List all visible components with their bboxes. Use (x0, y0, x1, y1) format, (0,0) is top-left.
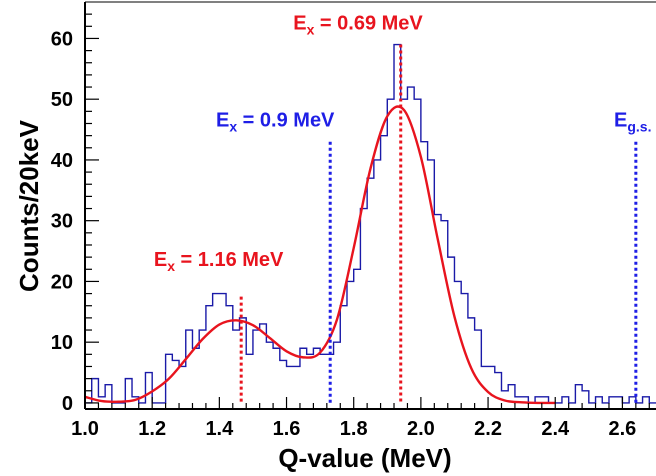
x-tick-label: 1.4 (205, 418, 234, 440)
y-tick-label: 30 (51, 211, 73, 233)
y-axis-title: Counts/20keV (14, 119, 44, 292)
x-tick-label: 2.6 (609, 418, 637, 440)
x-tick-label: 1.0 (71, 418, 99, 440)
y-tick-label: 0 (62, 393, 73, 415)
x-axis-title: Q-value (MeV) (278, 443, 451, 473)
y-tick-label: 50 (51, 89, 73, 111)
y-tick-label: 20 (51, 271, 73, 293)
x-tick-label: 1.8 (340, 418, 368, 440)
x-tick-label: 1.2 (138, 418, 166, 440)
x-tick-label: 1.6 (273, 418, 301, 440)
y-tick-label: 10 (51, 332, 73, 354)
y-tick-label: 60 (51, 28, 73, 50)
energy-marker-label-2: Ex = 1.16 MeV (154, 249, 284, 274)
histogram-series (85, 43, 656, 404)
energy-marker-label-3: Eg.s. (614, 110, 651, 135)
fit-curve-series (85, 105, 556, 405)
x-tick-label: 2.0 (407, 418, 435, 440)
y-tick-label: 40 (51, 150, 73, 172)
energy-marker-label-0: Ex = 0.69 MeV (293, 12, 423, 37)
x-tick-label: 2.2 (474, 418, 502, 440)
energy-marker-label-1: Ex = 0.9 MeV (216, 110, 335, 135)
x-tick-label: 2.4 (541, 418, 570, 440)
